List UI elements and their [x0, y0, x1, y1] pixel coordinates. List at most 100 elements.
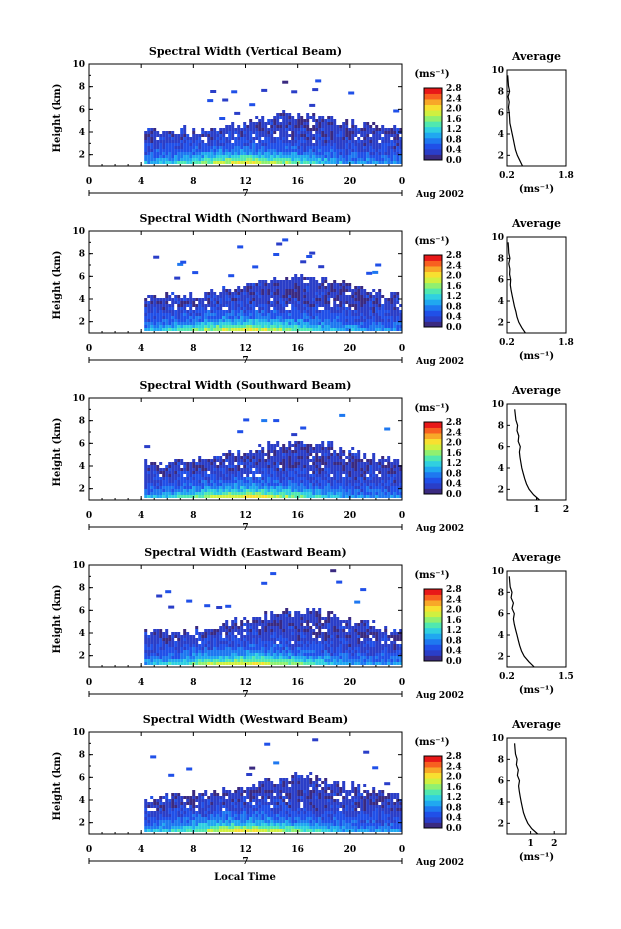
colorbar-tick-label: 0.8 — [446, 135, 462, 145]
colorbar-tick-label: 2.8 — [446, 418, 462, 428]
colorbar-segment — [424, 422, 442, 428]
colorbar-segment — [424, 778, 442, 785]
date-label: Aug 2002 — [415, 691, 464, 701]
x-tick-label: 20 — [344, 344, 357, 354]
avg-x-tick-label: 1 — [527, 839, 533, 849]
avg-x-tick-label: 1.8 — [558, 338, 574, 348]
avg-x-tick-label: 1.5 — [558, 672, 574, 682]
colorbar-tick-label: 1.2 — [446, 626, 462, 636]
y-tick-label: 10 — [72, 728, 85, 738]
colorbar-segment — [424, 310, 442, 317]
colorbar-segment — [424, 589, 442, 595]
avg-y-tick-label: 8 — [498, 755, 504, 765]
colorbar-tick-label: 0.4 — [446, 480, 462, 490]
y-tick-label: 2 — [79, 485, 85, 495]
avg-profile-line — [514, 743, 539, 835]
avg-y-tick-label: 8 — [498, 421, 504, 431]
colorbar-segment — [424, 449, 442, 456]
avg-y-tick-label: 6 — [498, 610, 504, 620]
x-tick-label: 16 — [291, 177, 304, 187]
colorbar-segment — [424, 789, 442, 796]
colorbar-segment — [424, 783, 442, 790]
y-tick-label: 8 — [79, 751, 85, 761]
colorbar-tick-label: 1.2 — [446, 292, 462, 302]
y-tick-label: 4 — [79, 796, 85, 806]
colorbar-segment — [424, 644, 442, 651]
x-tick-label: 0 — [399, 845, 405, 855]
avg-y-tick-label: 4 — [498, 297, 504, 307]
colorbar-segment — [424, 321, 442, 328]
colorbar-segment — [424, 471, 442, 478]
heatmap-cells — [144, 79, 403, 164]
colorbar-segment — [424, 655, 442, 662]
avg-y-tick-label: 4 — [498, 798, 504, 808]
avg-profile-line — [508, 576, 535, 668]
colorbar-segment — [424, 271, 442, 278]
colorbar-tick-label: 0.0 — [446, 323, 462, 333]
y-tick-label: 6 — [79, 105, 85, 115]
colorbar-segment — [424, 277, 442, 284]
y-tick-label: 10 — [72, 394, 85, 404]
avg-y-tick-label: 4 — [498, 464, 504, 474]
x-tick-label: 4 — [138, 678, 144, 688]
colorbar-segment — [424, 800, 442, 807]
colorbar-segment — [424, 460, 442, 467]
colorbar-tick-label: 2.8 — [446, 585, 462, 595]
x-tick-label: 4 — [138, 177, 144, 187]
y-tick-label: 2 — [79, 652, 85, 662]
colorbar-tick-label: 2.0 — [446, 439, 462, 449]
avg-x-tick-label: 0.2 — [499, 672, 515, 682]
colorbar-tick-label: 1.2 — [446, 793, 462, 803]
colorbar-segment — [424, 605, 442, 612]
avg-frame — [506, 236, 567, 334]
avg-title: Average — [511, 718, 561, 731]
colorbar-segment — [424, 282, 442, 289]
heatmap-cells — [144, 569, 403, 665]
panel-1: Spectral Width (Vertical Beam) 2 4 6 8 10 Heig… — [52, 45, 574, 200]
avg-x-label: (ms⁻¹) — [519, 184, 554, 195]
y-tick-label: 6 — [79, 773, 85, 783]
avg-y-tick-label: 2 — [498, 318, 504, 328]
y-axis-label: Height (km) — [52, 585, 63, 654]
colorbar-segment — [424, 88, 442, 94]
avg-y-tick-label: 8 — [498, 588, 504, 598]
colorbar-unit: (ms⁻¹) — [414, 69, 449, 80]
colorbar — [423, 421, 443, 495]
y-tick-label: 4 — [79, 629, 85, 639]
colorbar-segment — [424, 761, 442, 768]
day-label: 7 — [242, 356, 248, 366]
colorbar-segment — [424, 255, 442, 261]
colorbar-tick-label: 0.4 — [446, 647, 462, 657]
y-tick-label: 6 — [79, 272, 85, 282]
colorbar-tick-label: 1.6 — [446, 616, 462, 626]
colorbar-segment — [424, 266, 442, 273]
x-tick-label: 0 — [86, 344, 92, 354]
avg-profile-line — [507, 242, 526, 334]
colorbar-tick-label: 1.6 — [446, 783, 462, 793]
colorbar-segment — [424, 627, 442, 634]
x-tick-label: 20 — [344, 177, 357, 187]
colorbar-segment — [424, 115, 442, 122]
colorbar-segment — [424, 260, 442, 267]
colorbar-segment — [424, 299, 442, 306]
avg-y-tick-label: 10 — [491, 233, 504, 243]
panel-4: Spectral Width (Eastward Beam) 2 4 6 8 10 Heig… — [52, 546, 574, 701]
avg-y-tick-label: 6 — [498, 777, 504, 787]
colorbar-segment — [424, 455, 442, 462]
colorbar-segment — [424, 288, 442, 295]
y-tick-label: 4 — [79, 295, 85, 305]
x-tick-label: 16 — [291, 344, 304, 354]
y-tick-label: 10 — [72, 227, 85, 237]
colorbar-tick-label: 0.8 — [446, 803, 462, 813]
colorbar-segment — [424, 154, 442, 161]
avg-y-tick-label: 4 — [498, 631, 504, 641]
colorbar-tick-label: 1.6 — [446, 449, 462, 459]
y-tick-label: 10 — [72, 561, 85, 571]
day-label: 7 — [242, 857, 248, 867]
avg-x-tick-label: 1.8 — [558, 171, 574, 181]
date-label: Aug 2002 — [415, 357, 464, 367]
avg-profile-line — [507, 75, 524, 167]
colorbar-segment — [424, 143, 442, 150]
panel-5: Spectral Width (Westward Beam)246810Heig… — [52, 713, 567, 868]
colorbar-segment — [424, 767, 442, 774]
